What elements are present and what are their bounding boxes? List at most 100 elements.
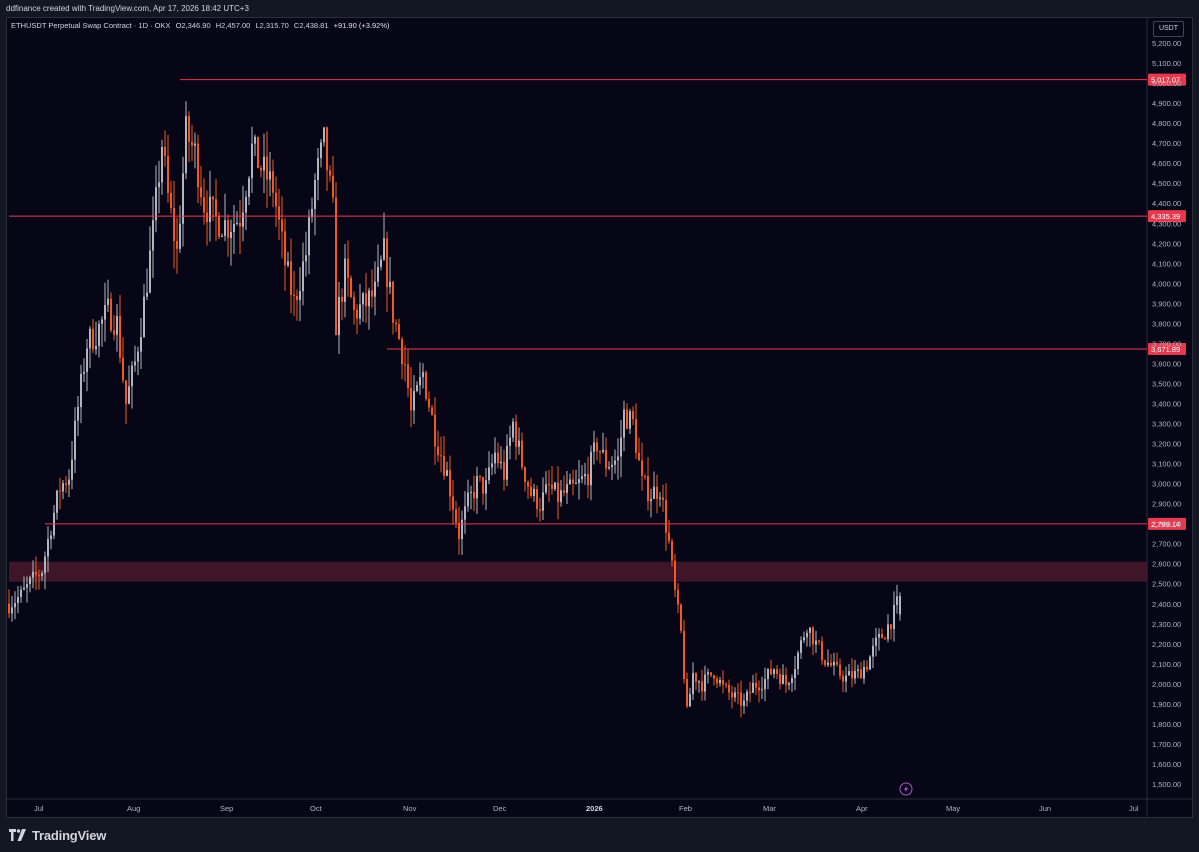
candle-body (446, 470, 448, 476)
candle-body (812, 627, 814, 645)
candle-body (704, 674, 706, 692)
candle-body (65, 483, 67, 485)
price-tick: 2,600.00 (1152, 560, 1181, 569)
candle-body (833, 661, 835, 666)
candle-body (353, 296, 355, 310)
candle-body (347, 258, 349, 278)
candle-body (728, 684, 730, 693)
candle-body (674, 560, 676, 590)
candle-body (290, 261, 292, 296)
candle-body (593, 442, 595, 452)
candle-body (158, 182, 160, 188)
candle-body (233, 223, 235, 233)
candle-body (719, 680, 721, 684)
candle-body (362, 293, 364, 305)
candle-body (863, 666, 865, 679)
price-tick: 3,200.00 (1152, 440, 1181, 449)
chart-frame[interactable]: 5,017.07 4,335.39 3,671.89 2,799.14 1,500.00… (6, 17, 1193, 818)
candle-body (839, 664, 841, 676)
candle-body (542, 492, 544, 511)
candle-body (680, 604, 682, 631)
candle-body (821, 641, 823, 661)
candle-body (359, 304, 361, 319)
level-label-bg-0 (1148, 73, 1186, 86)
candle-body (608, 467, 610, 469)
candle-body (335, 197, 337, 336)
candle-body (692, 673, 694, 695)
price-tick: 4,800.00 (1152, 119, 1181, 128)
candle-body (38, 575, 40, 577)
candle-body (482, 477, 484, 494)
candle-body (590, 451, 592, 486)
candle-body (731, 692, 733, 698)
candle-body (212, 196, 214, 200)
price-tick: 2,500.00 (1152, 580, 1181, 589)
candle-body (665, 500, 667, 533)
candle-body (794, 669, 796, 679)
candle-body (644, 475, 646, 477)
candle-body (872, 645, 874, 657)
time-tick: Aug (127, 804, 140, 813)
candle-body (689, 694, 691, 707)
candle-body (404, 364, 406, 366)
time-tick: Nov (403, 804, 417, 813)
tradingview-logo[interactable]: TradingView (9, 826, 106, 844)
candle-body (44, 556, 46, 574)
price-tick: 2,700.00 (1152, 540, 1181, 549)
candle-body (476, 476, 478, 499)
candle-body (899, 595, 901, 615)
candle-body (455, 509, 457, 523)
candle-body (539, 509, 541, 511)
price-chart[interactable]: 5,017.07 4,335.39 3,671.89 2,799.14 1,500.00… (7, 18, 1193, 818)
candle-body (485, 480, 487, 494)
tradingview-logo-icon (9, 829, 26, 841)
candle-body (11, 607, 13, 614)
price-tick: 4,400.00 (1152, 199, 1181, 208)
candle-body (116, 316, 118, 335)
candle-body (110, 298, 112, 331)
price-tick: 4,900.00 (1152, 99, 1181, 108)
candle-body (410, 388, 412, 411)
candle-body (497, 452, 499, 464)
candle-body (530, 486, 532, 496)
event-marker-icon[interactable] (899, 782, 913, 796)
time-tick: Feb (679, 804, 692, 813)
candle-body (221, 235, 223, 237)
price-tick: 2,100.00 (1152, 660, 1181, 669)
candle-body (230, 232, 232, 238)
candle-body (338, 296, 340, 336)
candle-body (764, 679, 766, 690)
candle-body (98, 323, 100, 347)
candle-body (509, 437, 511, 446)
candle-body (848, 671, 850, 676)
candle-body (563, 490, 565, 493)
candle-body (518, 440, 520, 447)
symbol-title[interactable]: ETHUSDT Perpetual Swap Contract · 1D · O… (11, 21, 171, 30)
candle-body (785, 674, 787, 685)
time-tick: 2026 (586, 804, 603, 813)
candle-body (143, 296, 145, 338)
candle-body (419, 377, 421, 386)
price-tick: 2,200.00 (1152, 640, 1181, 649)
candle-body (368, 290, 370, 307)
candle-body (638, 452, 640, 461)
candle-body (254, 136, 256, 144)
candle-body (743, 700, 745, 706)
candle-body (287, 261, 289, 266)
time-tick: Sep (220, 804, 233, 813)
candle-body (215, 199, 217, 216)
candle-body (623, 409, 625, 438)
candle-body (47, 539, 49, 557)
price-tick: 3,800.00 (1152, 319, 1181, 328)
candle-body (191, 141, 193, 146)
candle-body (818, 640, 820, 642)
candle-body (50, 535, 52, 540)
candle-body (677, 589, 679, 605)
candle-body (125, 380, 127, 404)
currency-button[interactable]: USDT (1152, 21, 1184, 37)
candle-body (653, 486, 655, 499)
candle-body (701, 681, 703, 692)
candle-body (494, 452, 496, 464)
candle-body (620, 437, 622, 457)
candle-body (752, 682, 754, 693)
